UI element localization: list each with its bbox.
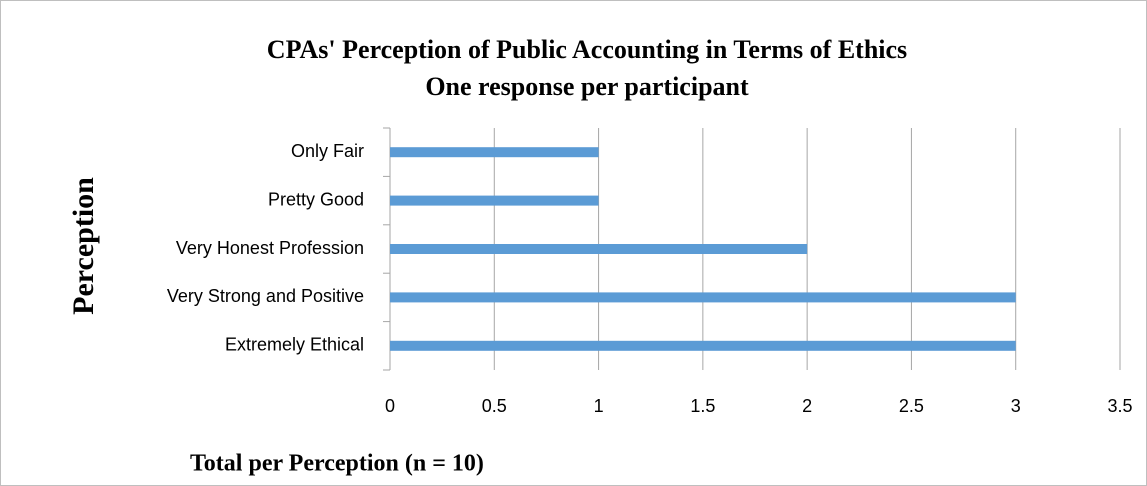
y-tick-label: Only Fair <box>291 141 364 161</box>
y-tick-label: Extremely Ethical <box>225 335 364 355</box>
x-tick-label: 3.5 <box>1107 396 1132 416</box>
y-axis-label: Perception <box>67 177 100 315</box>
x-axis-label: Total per Perception (n = 10) <box>190 451 484 477</box>
bar <box>390 340 1016 351</box>
bar <box>390 244 808 254</box>
y-tick-label: Very Strong and Positive <box>167 286 364 306</box>
bar <box>390 147 599 158</box>
x-tick-label: 1 <box>594 396 604 416</box>
x-tick-label: 0 <box>385 396 395 416</box>
y-tick-label: Pretty Good <box>268 189 364 209</box>
x-tick-label: 3 <box>1011 396 1021 416</box>
bar <box>390 195 599 206</box>
chart-subtitle: One response per participant <box>425 72 749 101</box>
chart-title: CPAs' Perception of Public Accounting in… <box>267 35 907 64</box>
x-tick-label: 0.5 <box>482 396 507 416</box>
bar <box>390 292 1016 303</box>
x-tick-label: 1.5 <box>690 396 715 416</box>
y-tick-label: Very Honest Profession <box>176 238 364 258</box>
x-tick-label: 2.5 <box>899 396 924 416</box>
x-tick-label: 2 <box>802 396 812 416</box>
